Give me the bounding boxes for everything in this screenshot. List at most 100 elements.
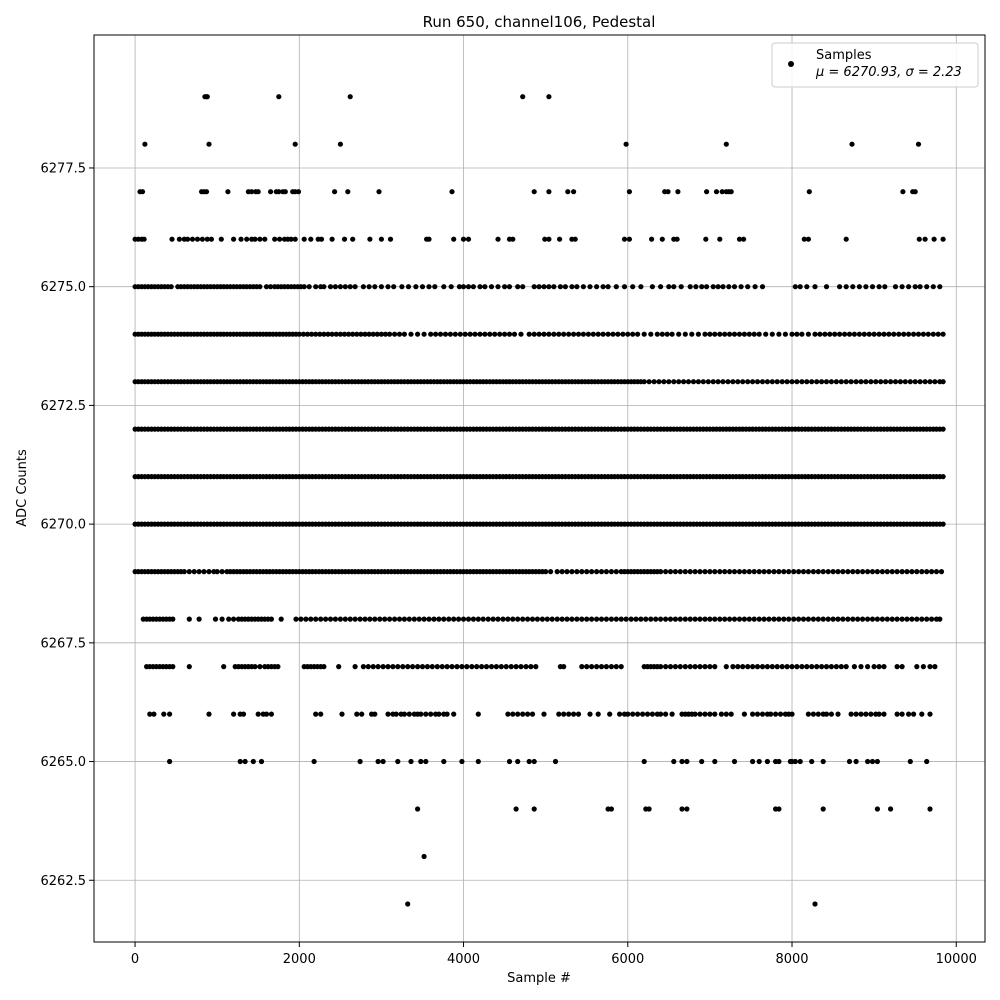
scatter-point	[882, 284, 888, 290]
scatter-point	[323, 616, 329, 622]
scatter-point	[899, 616, 905, 622]
scatter-point	[525, 616, 531, 622]
scatter-point	[483, 664, 490, 670]
scatter-point	[922, 379, 928, 385]
scatter-point	[735, 664, 741, 670]
scatter-point	[894, 569, 900, 575]
scatter-point	[529, 616, 536, 622]
scatter-point	[359, 711, 365, 717]
scatter-point	[428, 331, 434, 337]
scatter-point	[838, 379, 844, 385]
scatter-point	[541, 711, 547, 717]
scatter-point	[301, 236, 307, 242]
scatter-point	[741, 569, 748, 575]
scatter-point	[393, 711, 399, 717]
scatter-point	[794, 664, 800, 670]
scatter-point	[428, 711, 434, 717]
scatter-point	[658, 711, 664, 717]
y-tick-label: 6267.5	[41, 636, 87, 651]
scatter-point	[475, 758, 481, 765]
scatter-point	[679, 806, 685, 812]
scatter-point	[728, 189, 734, 195]
scatter-point	[693, 284, 699, 290]
scatter-point	[690, 379, 697, 385]
scatter-point	[470, 616, 476, 622]
scatter-point	[623, 616, 629, 622]
scatter-point	[595, 711, 601, 717]
scatter-point	[203, 189, 210, 195]
scatter-point	[792, 284, 798, 290]
scatter-point	[833, 379, 840, 385]
scatter-point	[644, 711, 651, 717]
scatter-point	[830, 569, 836, 575]
scatter-point	[603, 664, 610, 670]
scatter-point	[884, 569, 890, 575]
scatter-point	[390, 664, 396, 670]
scatter-point	[318, 616, 324, 622]
scatter-point	[712, 711, 718, 717]
scatter-point	[810, 569, 817, 575]
scatter-point	[687, 284, 693, 290]
scatter-point	[916, 236, 922, 242]
scatter-point	[219, 616, 225, 622]
scatter-point	[777, 711, 784, 717]
scatter-point	[695, 331, 702, 337]
scatter-point	[789, 711, 795, 717]
scatter-point	[675, 189, 681, 195]
scatter-point	[937, 616, 943, 622]
scatter-point	[531, 189, 537, 195]
scatter-point	[626, 189, 633, 195]
scatter-point	[651, 379, 657, 385]
scatter-point	[508, 664, 514, 670]
scatter-point	[800, 569, 807, 575]
scatter-point	[858, 379, 864, 385]
scatter-point	[771, 616, 777, 622]
scatter-point	[869, 569, 876, 575]
scatter-point	[605, 331, 611, 337]
scatter-point	[868, 379, 874, 385]
scatter-point	[572, 236, 578, 242]
scatter-point	[276, 94, 282, 100]
scatter-point	[682, 664, 688, 670]
scatter-point	[692, 616, 698, 622]
scatter-point	[607, 711, 613, 717]
scatter-point	[546, 284, 552, 290]
scatter-point	[505, 711, 511, 717]
scatter-point	[667, 616, 674, 622]
scatter-point	[574, 569, 580, 575]
scatter-point	[809, 664, 815, 670]
scatter-point	[658, 616, 664, 622]
scatter-point	[774, 379, 780, 385]
scatter-point	[311, 758, 317, 765]
scatter-point	[309, 331, 315, 337]
scatter-point	[221, 664, 227, 670]
scatter-point	[794, 379, 800, 385]
scatter-point	[465, 616, 472, 622]
scatter-point	[906, 711, 912, 717]
scatter-point	[546, 189, 552, 195]
scatter-point	[391, 284, 397, 290]
scatter-point	[723, 664, 729, 670]
scatter-point	[702, 331, 708, 337]
scatter-point	[846, 758, 853, 765]
scatter-point	[715, 284, 721, 290]
scatter-point	[840, 616, 846, 622]
scatter-point	[441, 758, 447, 765]
scatter-point	[848, 711, 854, 717]
scatter-point	[663, 711, 669, 717]
scatter-point	[705, 379, 711, 385]
scatter-point	[825, 616, 831, 622]
scatter-point	[700, 379, 706, 385]
scatter-point	[457, 331, 463, 337]
scatter-point	[712, 758, 718, 765]
scatter-point	[272, 236, 278, 242]
scatter-point	[293, 616, 299, 622]
scatter-point	[318, 236, 325, 242]
scatter-point	[659, 331, 665, 337]
scatter-point	[347, 284, 353, 290]
scatter-point	[635, 711, 641, 717]
scatter-point	[392, 616, 398, 622]
scatter-point	[536, 331, 542, 337]
scatter-point	[666, 284, 672, 290]
